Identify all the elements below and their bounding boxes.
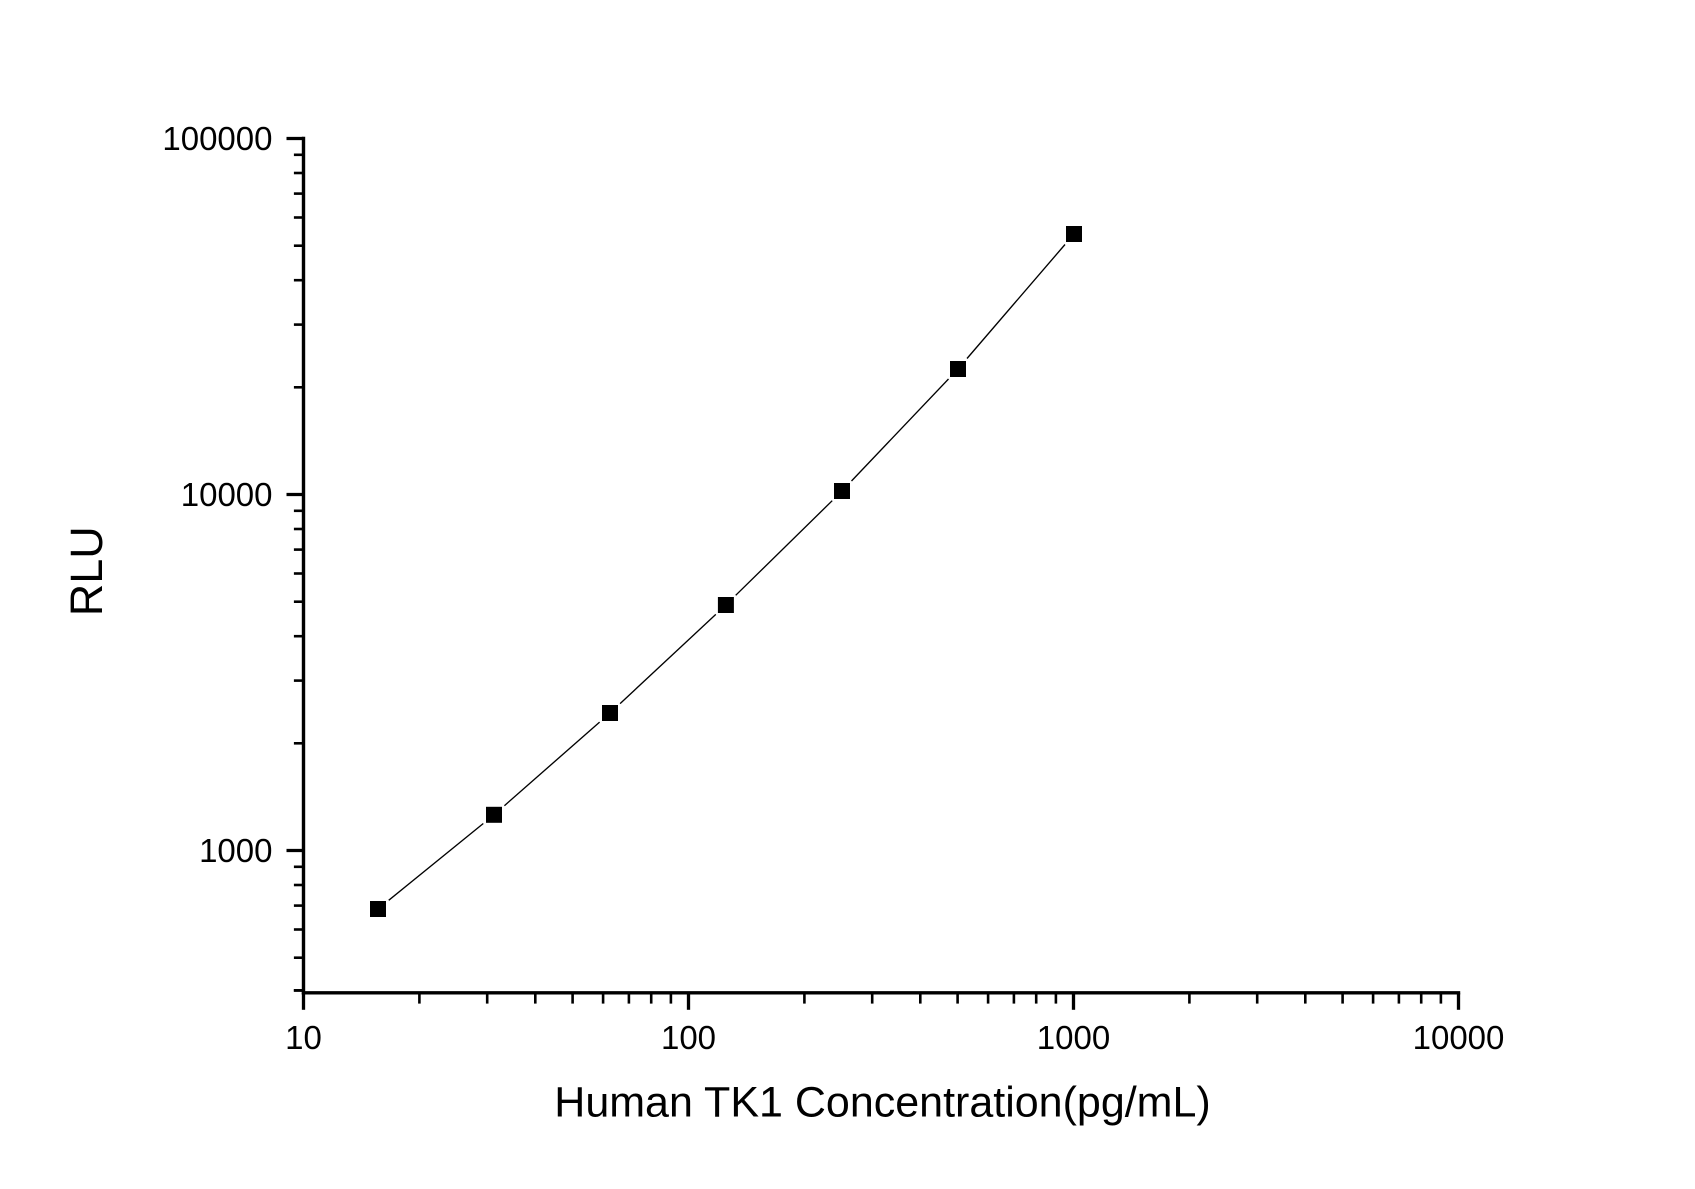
svg-text:10000: 10000 bbox=[181, 476, 273, 513]
svg-text:10000: 10000 bbox=[1413, 1019, 1505, 1056]
svg-text:10: 10 bbox=[285, 1019, 322, 1056]
svg-text:100: 100 bbox=[661, 1019, 716, 1056]
svg-text:Human TK1 Concentration(pg/mL): Human TK1 Concentration(pg/mL) bbox=[554, 1079, 1210, 1127]
svg-text:1000: 1000 bbox=[199, 832, 272, 869]
svg-text:RLU: RLU bbox=[61, 526, 112, 616]
svg-text:100000: 100000 bbox=[162, 120, 272, 157]
svg-text:1000: 1000 bbox=[1037, 1019, 1110, 1056]
